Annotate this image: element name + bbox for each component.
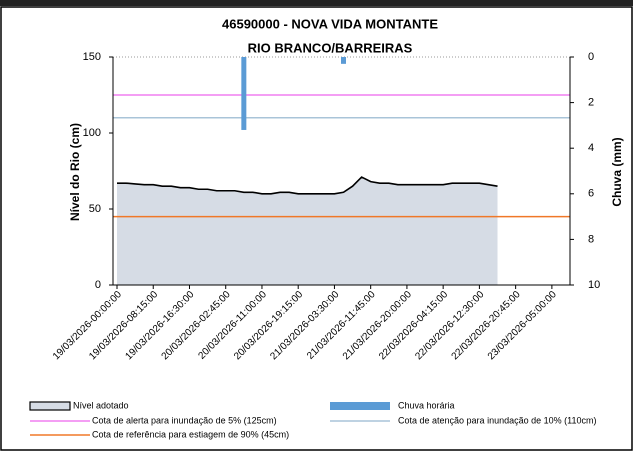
level-line bbox=[117, 176, 498, 195]
chart-subtitle: RIO BRANCO/BARREIRAS bbox=[248, 40, 413, 55]
legend-label: Cota de atenção para inundação de 10% (1… bbox=[398, 415, 596, 425]
legend-label: Nível adotado bbox=[73, 400, 129, 410]
y2-tick-label: 10 bbox=[588, 279, 600, 291]
top-bar bbox=[0, 0, 633, 6]
legend-label: Cota de referência para estiagem de 90% … bbox=[92, 429, 289, 439]
legend-label: Chuva horária bbox=[398, 400, 455, 410]
y-tick-label: 0 bbox=[95, 279, 101, 291]
y-tick-label: 100 bbox=[83, 127, 101, 139]
legend-label: Cota de alerta para inundação de 5% (125… bbox=[92, 415, 277, 425]
y-tick-label: 150 bbox=[83, 51, 101, 63]
y2-tick-label: 6 bbox=[588, 188, 594, 200]
y-axis-label: Nível do Rio (cm) bbox=[68, 123, 82, 221]
rain-bar bbox=[341, 57, 346, 64]
legend-swatch bbox=[330, 402, 390, 410]
level-area-fill bbox=[117, 177, 498, 285]
y2-tick-label: 8 bbox=[588, 233, 594, 245]
y2-tick-label: 0 bbox=[588, 51, 594, 63]
legend-swatch bbox=[29, 401, 71, 411]
y2-tick-label: 4 bbox=[588, 142, 594, 154]
chart-title: 46590000 - NOVA VIDA MONTANTE bbox=[222, 16, 438, 31]
y2-tick-label: 2 bbox=[588, 97, 594, 109]
rain-bar bbox=[241, 57, 247, 130]
y2-axis-label: Chuva (mm) bbox=[610, 137, 624, 206]
y-tick-label: 50 bbox=[89, 203, 101, 215]
frame bbox=[0, 6, 633, 451]
